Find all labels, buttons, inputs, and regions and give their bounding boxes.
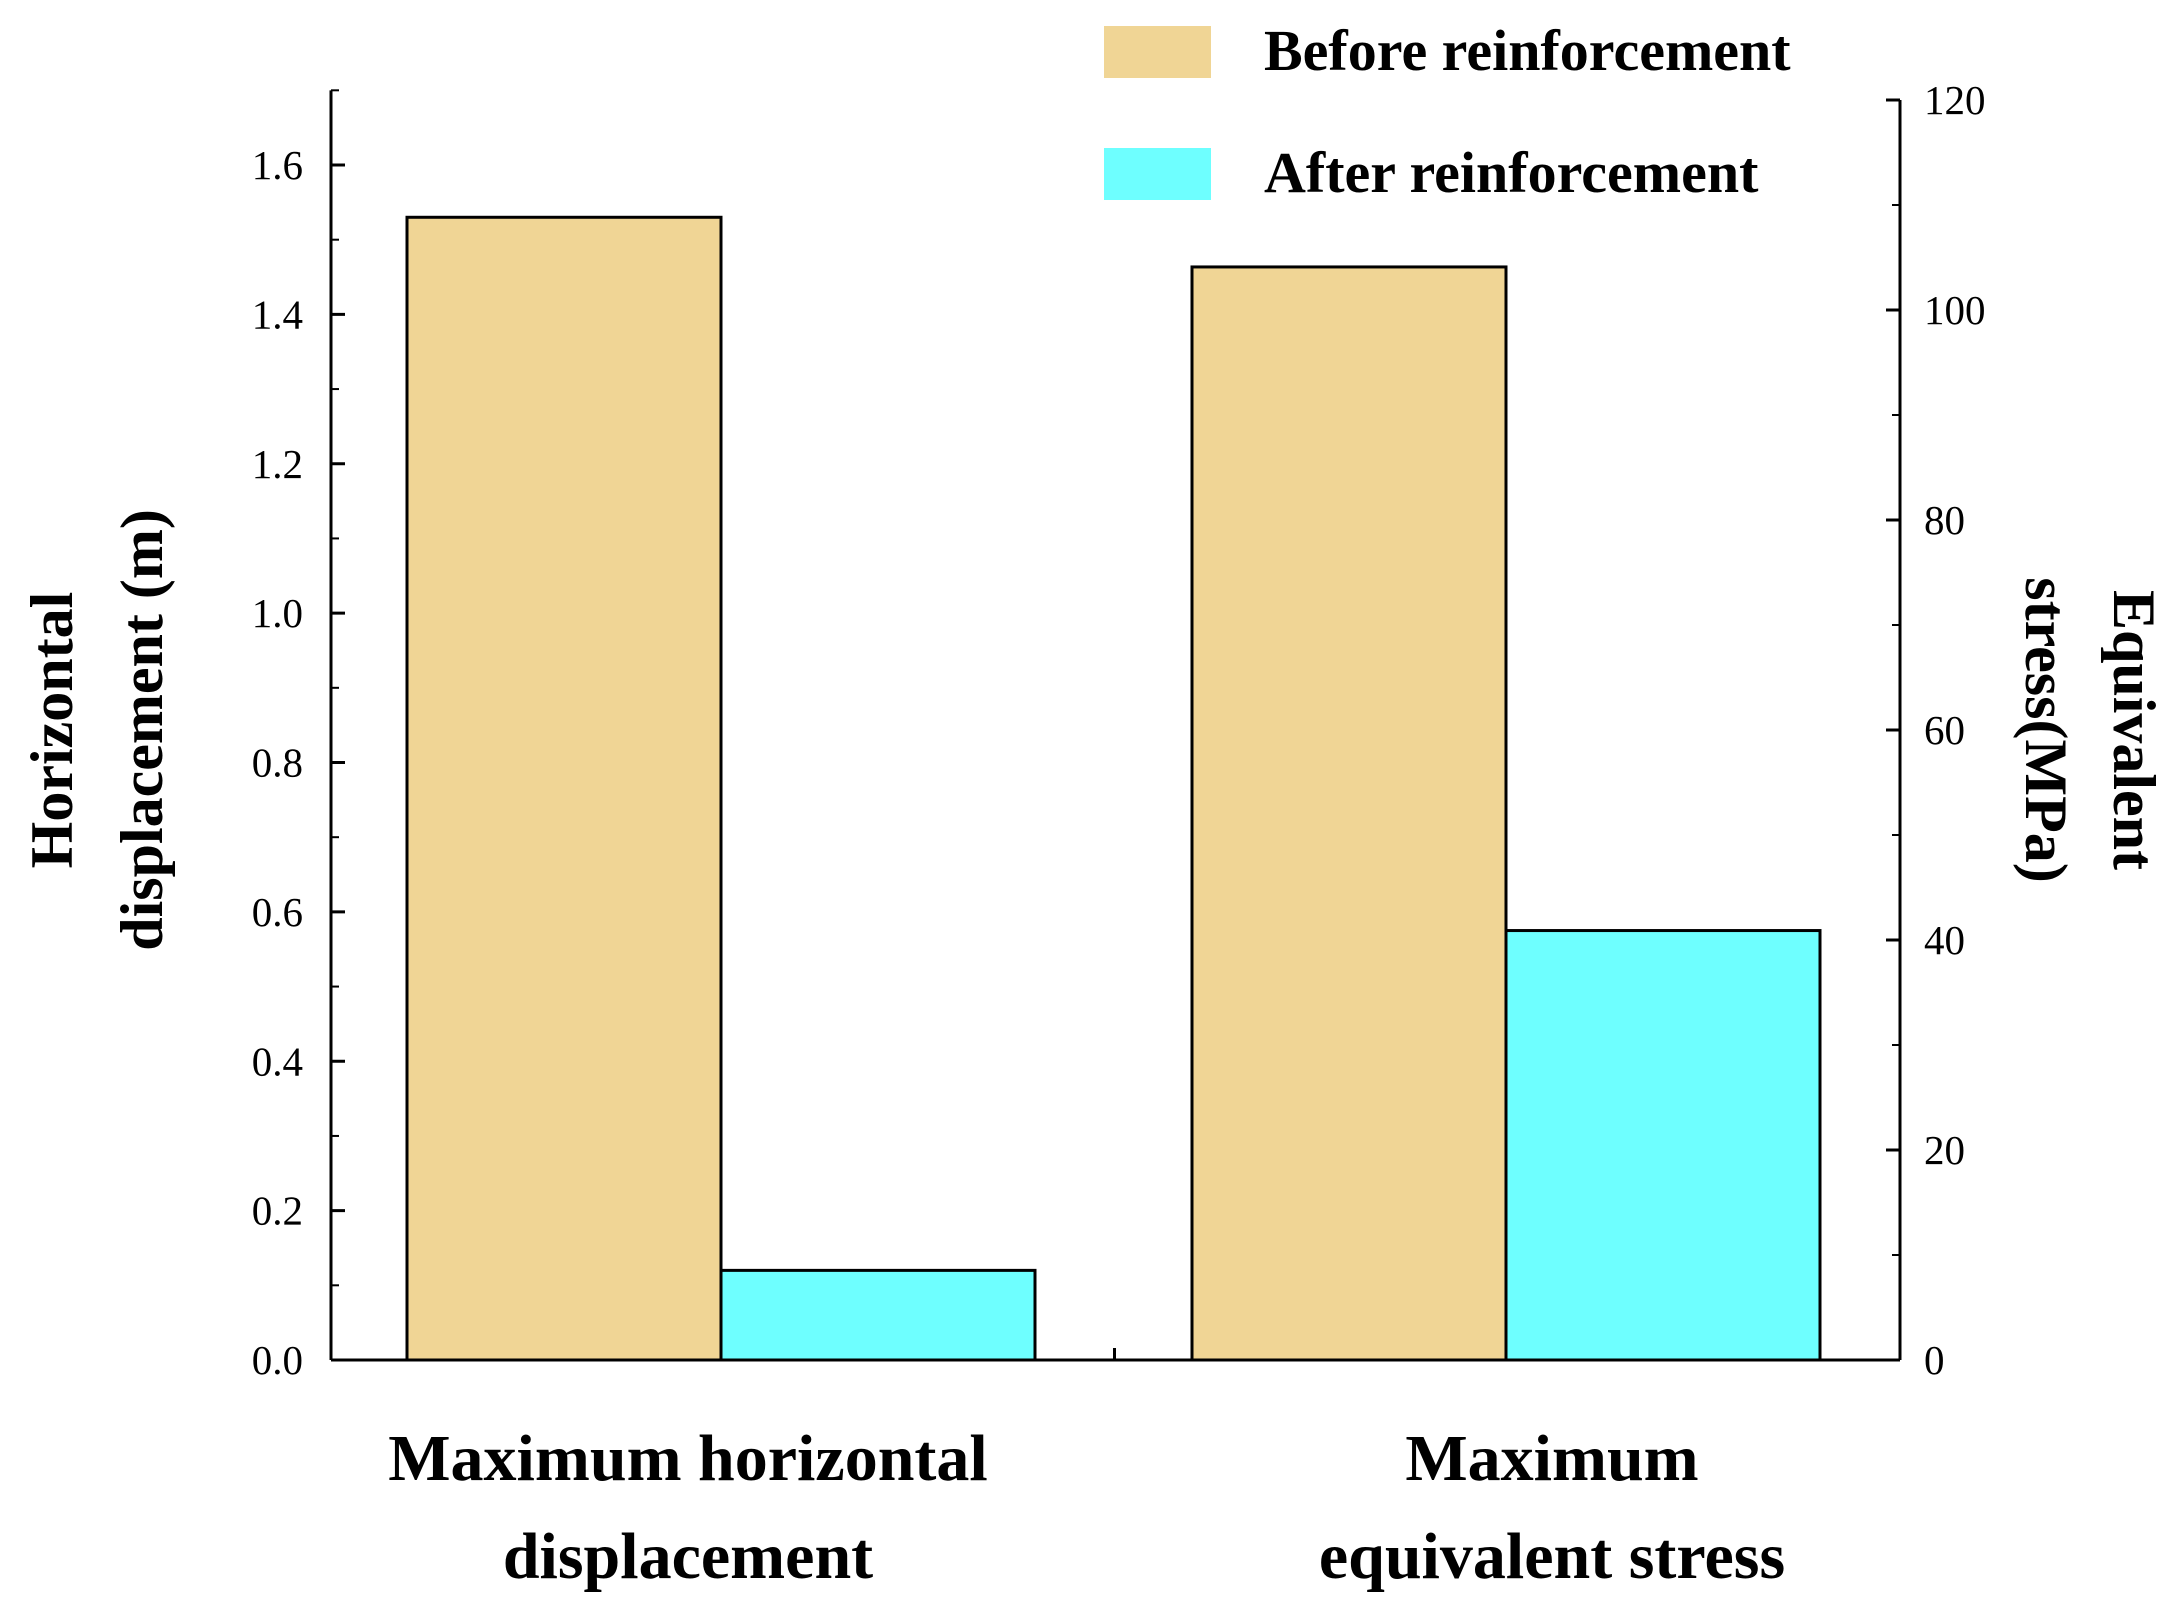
- right-axis-title-line: Equivalent: [2101, 590, 2167, 870]
- bar: [719, 1268, 1037, 1362]
- right-axis-tick-label: 60: [1924, 707, 1965, 753]
- left-axis-tick-label: 1.2: [252, 441, 303, 487]
- category-label-line: equivalent stress: [1319, 1520, 1785, 1593]
- left-axis-tick-label: 0.6: [252, 889, 303, 935]
- right-axis-tick-label: 120: [1924, 77, 1986, 123]
- bar: [1190, 265, 1508, 1362]
- left-axis-tick-label: 1.4: [252, 291, 303, 337]
- category-labels: Maximum horizontal displacement Maximum equ…: [388, 1422, 1785, 1593]
- right-axis-tick-label: 100: [1924, 287, 1986, 333]
- left-axis-tick-label: 1.6: [252, 142, 303, 188]
- category-label-line: Maximum horizontal: [388, 1422, 987, 1495]
- legend-label: After reinforcement: [1264, 140, 1759, 205]
- right-axis-tick-label: 40: [1924, 917, 1965, 963]
- legend-label: Before reinforcement: [1264, 18, 1791, 83]
- left-axis-tick-label: 1.0: [252, 590, 303, 636]
- legend-swatch: [1104, 26, 1211, 78]
- right-axis-tick-label: 0: [1924, 1337, 1945, 1383]
- left-axis-title-line: displacement (m): [109, 509, 175, 951]
- category-label-line: displacement: [503, 1520, 873, 1593]
- bars: [405, 215, 1822, 1362]
- left-axis-tick-label: 0.0: [252, 1337, 303, 1383]
- left-axis-title-line: Horizontal: [19, 592, 85, 869]
- right-axis-tick-label: 20: [1924, 1127, 1965, 1173]
- category-label-line: Maximum: [1405, 1422, 1698, 1495]
- right-axis-title-line: stress(MPa): [2013, 577, 2079, 882]
- left-axis-tick-label: 0.4: [252, 1038, 303, 1084]
- right-axis-tick-label: 80: [1924, 497, 1965, 543]
- left-axis-tick-label: 0.8: [252, 740, 303, 786]
- bar: [405, 215, 723, 1362]
- bar: [1504, 929, 1822, 1362]
- legend-swatch: [1104, 148, 1211, 200]
- legend: Before reinforcement After reinforcement: [1104, 18, 1791, 205]
- right-axis-title: Equivalent stress(MPa): [2013, 577, 2167, 882]
- left-axis-tick-label: 0.2: [252, 1188, 303, 1234]
- left-axis-title: Horizontal displacement (m): [19, 509, 175, 951]
